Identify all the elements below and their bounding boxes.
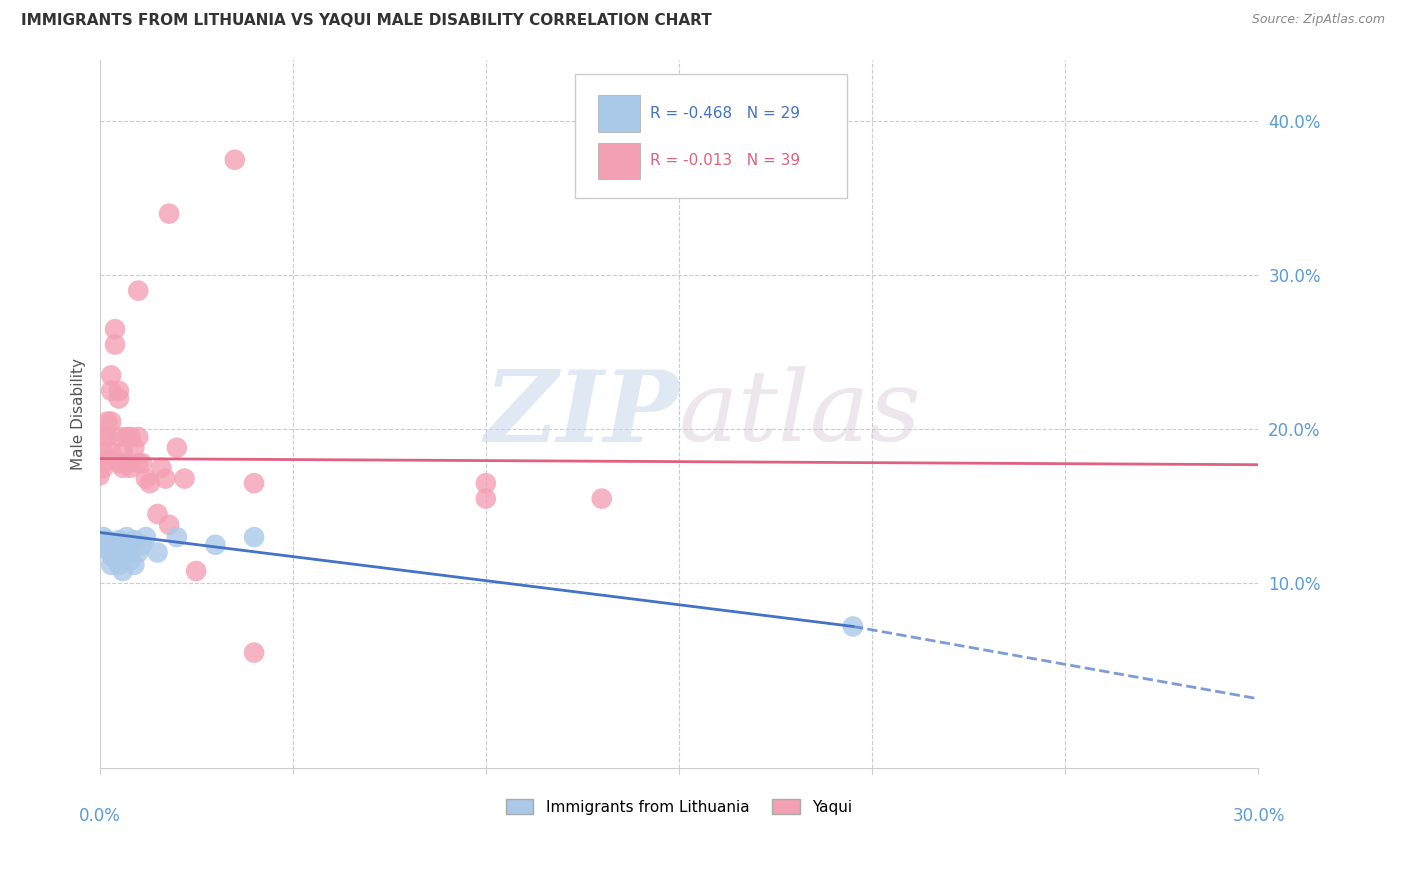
Point <box>96 453 118 467</box>
Point <box>96 542 118 557</box>
FancyBboxPatch shape <box>598 143 640 179</box>
Point <box>166 530 188 544</box>
Point <box>124 441 146 455</box>
Point <box>127 456 149 470</box>
Point <box>93 538 115 552</box>
Point <box>135 530 157 544</box>
Point <box>243 646 266 660</box>
Point <box>108 545 131 559</box>
Point <box>96 430 118 444</box>
Point <box>204 538 226 552</box>
Point <box>115 456 138 470</box>
Point <box>104 539 127 553</box>
Point <box>120 553 142 567</box>
Point <box>115 530 138 544</box>
Legend: Immigrants from Lithuania, Yaqui: Immigrants from Lithuania, Yaqui <box>501 792 858 821</box>
Point <box>173 472 195 486</box>
FancyBboxPatch shape <box>598 95 640 132</box>
Point <box>135 472 157 486</box>
Point <box>100 368 122 383</box>
Point <box>146 545 169 559</box>
Text: 0.0%: 0.0% <box>79 806 121 825</box>
Point <box>120 538 142 552</box>
Point <box>93 530 115 544</box>
Point <box>104 322 127 336</box>
Point <box>115 430 138 444</box>
Point <box>591 491 613 506</box>
Point <box>124 533 146 548</box>
Point <box>150 460 173 475</box>
Point <box>127 430 149 444</box>
Point <box>186 564 208 578</box>
Point <box>93 430 115 444</box>
Point <box>131 538 153 552</box>
Point <box>127 284 149 298</box>
Point <box>100 445 122 459</box>
Point <box>131 456 153 470</box>
Point <box>139 476 162 491</box>
Point <box>89 468 111 483</box>
Point <box>93 460 115 475</box>
Point <box>166 441 188 455</box>
Point <box>111 536 134 550</box>
Point <box>243 530 266 544</box>
Point <box>111 564 134 578</box>
Text: Source: ZipAtlas.com: Source: ZipAtlas.com <box>1251 13 1385 27</box>
Point <box>842 619 865 633</box>
Point <box>100 384 122 398</box>
Point <box>124 558 146 572</box>
Point <box>115 545 138 559</box>
Point <box>111 460 134 475</box>
Point <box>111 549 134 563</box>
Text: ZIP: ZIP <box>484 366 679 462</box>
Point <box>127 545 149 559</box>
Point <box>96 533 118 548</box>
Text: R = -0.468   N = 29: R = -0.468 N = 29 <box>650 106 800 121</box>
Point <box>243 476 266 491</box>
Point <box>108 558 131 572</box>
Point <box>100 538 122 552</box>
Point <box>108 533 131 548</box>
Y-axis label: Male Disability: Male Disability <box>72 358 86 470</box>
Point <box>475 491 498 506</box>
Text: IMMIGRANTS FROM LITHUANIA VS YAQUI MALE DISABILITY CORRELATION CHART: IMMIGRANTS FROM LITHUANIA VS YAQUI MALE … <box>21 13 711 29</box>
Point <box>146 507 169 521</box>
Point <box>157 517 180 532</box>
Point <box>475 476 498 491</box>
Point <box>100 549 122 563</box>
Point <box>104 337 127 351</box>
Text: atlas: atlas <box>679 367 922 461</box>
Text: R = -0.013   N = 39: R = -0.013 N = 39 <box>650 153 800 169</box>
Point <box>120 430 142 444</box>
Point <box>108 384 131 398</box>
Point <box>100 415 122 429</box>
Point <box>108 430 131 444</box>
Point <box>108 456 131 470</box>
Point <box>100 558 122 572</box>
Point <box>155 472 177 486</box>
Point <box>120 460 142 475</box>
Point <box>93 445 115 459</box>
Point <box>108 392 131 406</box>
Point <box>104 551 127 566</box>
Point <box>224 153 246 167</box>
Point <box>96 415 118 429</box>
Text: 30.0%: 30.0% <box>1232 806 1285 825</box>
Point <box>157 206 180 220</box>
Point <box>111 445 134 459</box>
FancyBboxPatch shape <box>575 74 846 198</box>
